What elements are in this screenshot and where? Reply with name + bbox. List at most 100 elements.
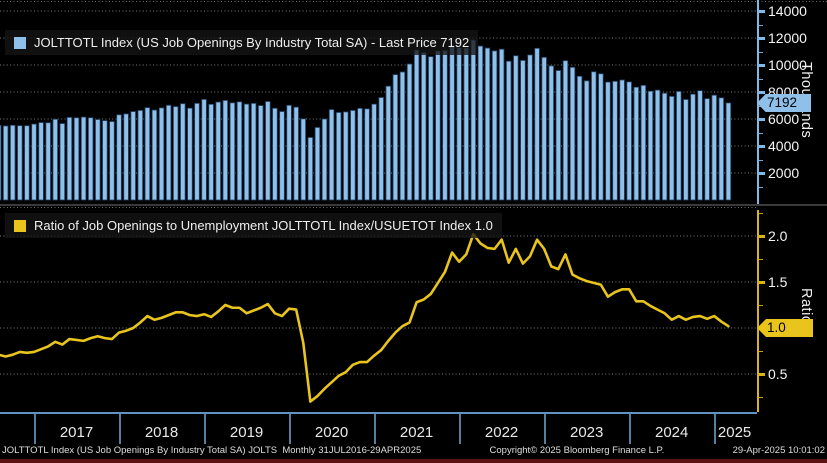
job-openings-bar[interactable]	[725, 102, 732, 201]
job-openings-bar[interactable]	[45, 122, 51, 201]
job-openings-bar[interactable]	[491, 50, 498, 201]
job-openings-bar[interactable]	[208, 103, 214, 201]
job-openings-bar[interactable]	[364, 108, 370, 201]
job-openings-bar[interactable]	[576, 75, 583, 201]
job-openings-bar[interactable]	[158, 107, 165, 201]
job-openings-bar[interactable]	[38, 122, 44, 201]
job-openings-bar[interactable]	[73, 117, 80, 201]
job-openings-bar[interactable]	[116, 114, 122, 201]
job-openings-bar[interactable]	[413, 49, 420, 201]
job-openings-bar[interactable]	[555, 70, 562, 201]
job-openings-bar[interactable]	[265, 101, 271, 201]
job-openings-bar[interactable]	[144, 107, 151, 201]
job-openings-bar[interactable]	[697, 90, 703, 201]
job-openings-bar[interactable]	[506, 60, 512, 201]
job-openings-bar[interactable]	[215, 101, 221, 201]
job-openings-bar[interactable]	[527, 54, 533, 201]
job-openings-bar[interactable]	[534, 47, 540, 201]
job-openings-bar[interactable]	[165, 104, 172, 201]
job-openings-bar[interactable]	[328, 109, 335, 201]
job-openings-bar[interactable]	[442, 50, 448, 201]
job-openings-bar[interactable]	[335, 112, 342, 201]
job-openings-bar[interactable]	[151, 109, 158, 201]
job-openings-bar[interactable]	[683, 99, 689, 201]
job-openings-bar[interactable]	[612, 80, 618, 201]
job-openings-bar[interactable]	[357, 108, 363, 201]
job-openings-bar[interactable]	[399, 71, 406, 201]
job-openings-bar[interactable]	[513, 55, 519, 201]
job-openings-bar[interactable]	[350, 110, 356, 201]
job-openings-bar[interactable]	[307, 137, 314, 201]
job-openings-bar[interactable]	[541, 57, 547, 201]
job-openings-bar[interactable]	[109, 121, 115, 201]
job-openings-bar[interactable]	[95, 119, 101, 201]
job-openings-bar[interactable]	[258, 105, 264, 201]
job-openings-bar[interactable]	[59, 123, 66, 201]
ratio-axis[interactable]: Ratio 1.0 0.51.01.52.0	[757, 210, 827, 412]
job-openings-bar[interactable]	[0, 124, 2, 201]
job-openings-bar[interactable]	[87, 117, 94, 201]
job-openings-bar[interactable]	[250, 103, 257, 201]
job-openings-bar[interactable]	[31, 123, 37, 201]
job-openings-bar[interactable]	[591, 71, 597, 201]
job-openings-bar[interactable]	[456, 47, 462, 201]
job-openings-bar[interactable]	[293, 106, 299, 201]
job-openings-bar[interactable]	[17, 125, 23, 201]
job-openings-bar[interactable]	[463, 47, 469, 201]
job-openings-bar[interactable]	[286, 104, 292, 201]
job-openings-bar[interactable]	[279, 111, 285, 201]
job-openings-bar-chart[interactable]	[0, 0, 757, 204]
job-openings-bar[interactable]	[130, 111, 136, 201]
job-openings-bar[interactable]	[435, 50, 441, 201]
job-openings-bar[interactable]	[633, 86, 639, 201]
job-openings-bar[interactable]	[194, 103, 200, 201]
job-openings-bar[interactable]	[66, 117, 73, 201]
job-openings-bar[interactable]	[243, 103, 250, 201]
job-openings-bar[interactable]	[10, 124, 16, 201]
job-openings-bar[interactable]	[626, 81, 632, 201]
job-openings-bar[interactable]	[498, 48, 505, 201]
job-openings-bar[interactable]	[321, 118, 328, 201]
job-openings-bar[interactable]	[406, 63, 413, 201]
job-openings-bar[interactable]	[137, 110, 143, 201]
job-openings-bar[interactable]	[690, 93, 696, 201]
job-openings-bar[interactable]	[669, 96, 675, 201]
job-openings-bar[interactable]	[385, 85, 391, 201]
job-openings-bar[interactable]	[583, 80, 590, 201]
job-openings-bar[interactable]	[470, 39, 477, 201]
job-openings-bar[interactable]	[605, 81, 611, 201]
job-openings-bar[interactable]	[449, 45, 455, 201]
job-openings-bar[interactable]	[24, 125, 30, 201]
job-openings-bar[interactable]	[704, 98, 710, 201]
job-openings-bar[interactable]	[314, 127, 321, 201]
job-openings-bar[interactable]	[343, 111, 349, 201]
job-openings-bar[interactable]	[102, 120, 108, 201]
ratio-line-series[interactable]	[0, 232, 730, 403]
job-openings-bar[interactable]	[428, 56, 434, 201]
job-openings-bar[interactable]	[52, 118, 58, 201]
job-openings-bar[interactable]	[421, 52, 427, 201]
job-openings-bar[interactable]	[654, 89, 661, 201]
bottom-legend[interactable]: Ratio of Job Openings to Unemployment JO…	[5, 213, 502, 238]
thousands-axis[interactable]: Thousands 7192 2000400060008000100001200…	[757, 0, 827, 204]
job-openings-bar[interactable]	[718, 97, 725, 201]
job-openings-bar[interactable]	[484, 47, 491, 201]
job-openings-bar[interactable]	[229, 102, 236, 201]
top-legend[interactable]: JOLTTOTL Index (US Job Openings By Indus…	[5, 30, 479, 55]
job-openings-bar[interactable]	[378, 97, 384, 201]
job-openings-bar[interactable]	[173, 106, 179, 201]
job-openings-bar[interactable]	[123, 113, 129, 201]
job-openings-bar[interactable]	[661, 92, 668, 201]
job-openings-bar[interactable]	[569, 66, 576, 201]
job-openings-bar[interactable]	[222, 100, 229, 201]
job-openings-bar[interactable]	[647, 90, 654, 201]
job-openings-bar[interactable]	[80, 116, 87, 201]
job-openings-bar[interactable]	[676, 91, 682, 201]
job-openings-bar[interactable]	[520, 60, 526, 201]
job-openings-bar[interactable]	[548, 65, 554, 201]
job-openings-bar[interactable]	[201, 99, 207, 201]
job-openings-bar[interactable]	[236, 101, 243, 201]
job-openings-bar[interactable]	[619, 79, 625, 201]
job-openings-bar[interactable]	[477, 45, 484, 201]
openings-unemployment-ratio-line-chart[interactable]	[0, 210, 757, 412]
